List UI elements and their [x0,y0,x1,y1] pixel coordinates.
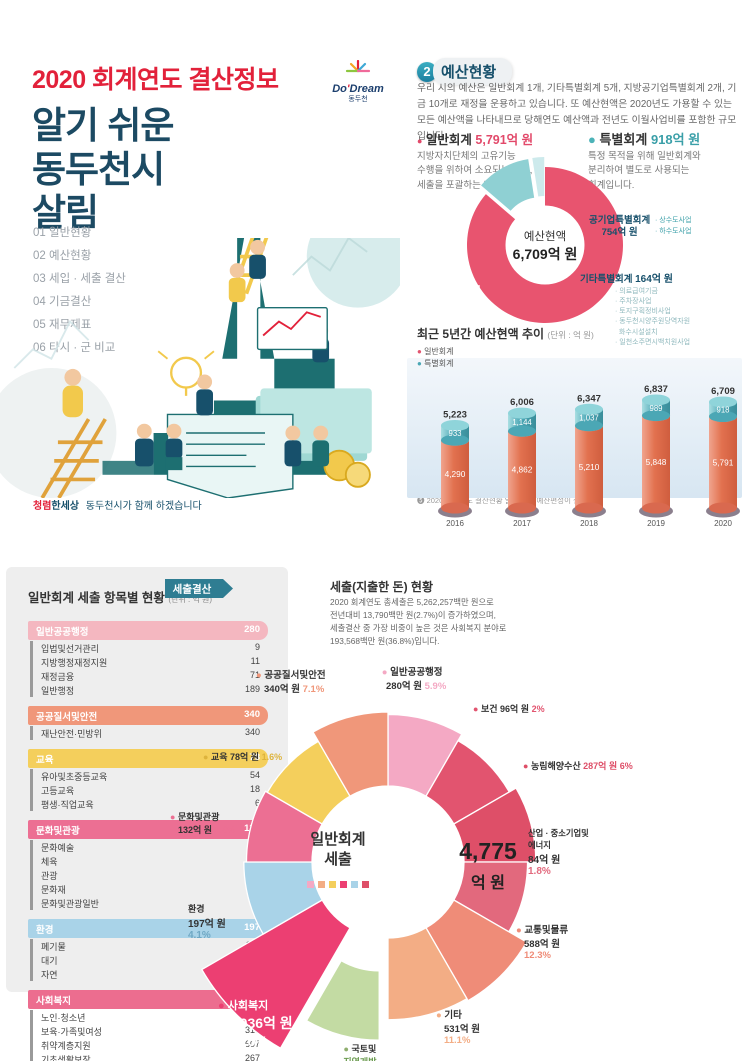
svg-text:2020: 2020 [714,519,732,528]
svg-text:5,210: 5,210 [579,462,600,472]
svg-text:5,848: 5,848 [646,457,667,467]
svg-text:4,862: 4,862 [512,465,533,475]
svg-text:2017: 2017 [513,519,531,528]
svg-text:2016: 2016 [446,519,464,528]
svg-text:6,347: 6,347 [577,393,601,404]
svg-text:2018: 2018 [580,519,598,528]
svg-text:989: 989 [649,404,662,413]
svg-text:6,709: 6,709 [711,386,735,397]
svg-text:6,006: 6,006 [510,397,534,408]
svg-text:918: 918 [716,405,729,414]
svg-text:5,223: 5,223 [443,410,467,421]
svg-text:1,144: 1,144 [512,418,532,427]
svg-text:세출결산: 세출결산 [173,583,212,596]
svg-text:5,791: 5,791 [713,457,734,467]
svg-text:6,837: 6,837 [644,384,668,395]
svg-text:2019: 2019 [647,519,665,528]
svg-text:933: 933 [448,429,461,438]
svg-text:6,709억 원: 6,709억 원 [513,246,578,262]
svg-text:1,037: 1,037 [579,414,599,423]
svg-text:4,290: 4,290 [445,469,466,479]
svg-text:예산현액: 예산현액 [524,230,566,243]
